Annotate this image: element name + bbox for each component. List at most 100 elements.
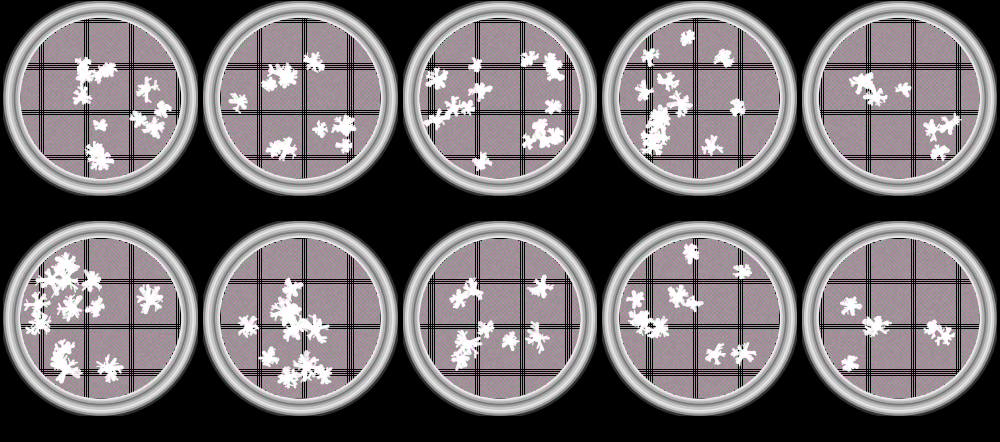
Point bbox=[691, 108, 707, 115]
Point bbox=[230, 328, 246, 335]
Point bbox=[505, 347, 521, 354]
Point bbox=[310, 143, 326, 150]
Point bbox=[255, 371, 271, 378]
Point bbox=[678, 124, 694, 131]
Point bbox=[80, 163, 96, 170]
Point bbox=[487, 141, 503, 148]
Point bbox=[349, 110, 365, 117]
Point bbox=[729, 77, 745, 84]
Point bbox=[691, 361, 707, 368]
Point bbox=[454, 130, 470, 137]
Point bbox=[662, 259, 678, 266]
Point bbox=[322, 163, 338, 170]
Point bbox=[635, 134, 651, 141]
Point bbox=[956, 277, 972, 284]
Point bbox=[915, 279, 931, 286]
Point bbox=[968, 104, 984, 111]
Point bbox=[291, 155, 307, 162]
Point bbox=[277, 104, 293, 111]
Point bbox=[413, 84, 429, 91]
Point bbox=[302, 240, 318, 247]
Point bbox=[888, 330, 904, 337]
Point bbox=[654, 118, 670, 125]
Point bbox=[302, 371, 318, 378]
Point bbox=[678, 155, 694, 162]
Point bbox=[513, 387, 529, 394]
Point bbox=[886, 16, 902, 23]
Point bbox=[49, 367, 65, 374]
Point bbox=[131, 379, 147, 386]
Point bbox=[110, 242, 126, 249]
Point bbox=[715, 124, 731, 131]
Point bbox=[943, 57, 959, 64]
Point bbox=[499, 371, 515, 378]
Point bbox=[892, 330, 908, 337]
Point bbox=[481, 238, 497, 245]
Point bbox=[729, 129, 745, 136]
Point bbox=[466, 367, 482, 374]
Point bbox=[489, 167, 505, 174]
Point bbox=[271, 314, 287, 321]
Point bbox=[742, 114, 758, 121]
Point bbox=[911, 322, 927, 329]
Point bbox=[746, 293, 762, 301]
Point bbox=[122, 326, 138, 333]
Point bbox=[952, 330, 968, 337]
Point bbox=[689, 143, 705, 150]
Point bbox=[320, 46, 336, 53]
Point bbox=[532, 304, 548, 311]
Point bbox=[668, 45, 684, 52]
Point bbox=[487, 263, 503, 270]
Point bbox=[540, 371, 556, 378]
Point bbox=[542, 357, 558, 364]
Point bbox=[293, 112, 309, 119]
Point bbox=[236, 45, 252, 52]
Point bbox=[825, 332, 841, 339]
Point bbox=[47, 291, 63, 298]
Point bbox=[261, 51, 277, 58]
Point bbox=[59, 261, 75, 268]
Point bbox=[236, 305, 252, 312]
Point bbox=[637, 357, 653, 364]
Point bbox=[754, 95, 770, 103]
Point bbox=[275, 381, 291, 389]
Point bbox=[631, 81, 647, 88]
Point bbox=[931, 88, 947, 95]
Point bbox=[548, 51, 564, 58]
Point bbox=[460, 167, 476, 174]
Point bbox=[65, 28, 81, 35]
Point bbox=[658, 46, 674, 53]
Point bbox=[862, 112, 878, 119]
Point bbox=[857, 318, 873, 325]
Point bbox=[263, 310, 279, 317]
Point bbox=[143, 289, 159, 296]
Point bbox=[729, 371, 745, 378]
Point bbox=[925, 163, 941, 170]
Point bbox=[90, 392, 106, 399]
Point bbox=[674, 381, 690, 389]
Point bbox=[293, 57, 309, 64]
Point bbox=[367, 336, 383, 343]
Point bbox=[283, 246, 299, 253]
Point bbox=[415, 88, 431, 95]
Point bbox=[968, 326, 984, 333]
Point bbox=[746, 55, 762, 62]
Point bbox=[742, 69, 758, 76]
Point bbox=[77, 344, 93, 351]
Point bbox=[273, 120, 289, 127]
Point bbox=[672, 51, 688, 58]
Point bbox=[90, 265, 106, 272]
Point bbox=[118, 94, 134, 101]
Point bbox=[678, 75, 694, 82]
Point bbox=[340, 351, 356, 358]
Point bbox=[530, 53, 546, 60]
Point bbox=[870, 324, 886, 331]
Point bbox=[77, 137, 93, 144]
Point bbox=[949, 63, 965, 70]
Point bbox=[518, 295, 534, 302]
Point bbox=[67, 28, 83, 35]
Point bbox=[122, 250, 138, 257]
Point bbox=[423, 336, 439, 343]
Point bbox=[837, 38, 853, 46]
Point bbox=[273, 289, 289, 296]
